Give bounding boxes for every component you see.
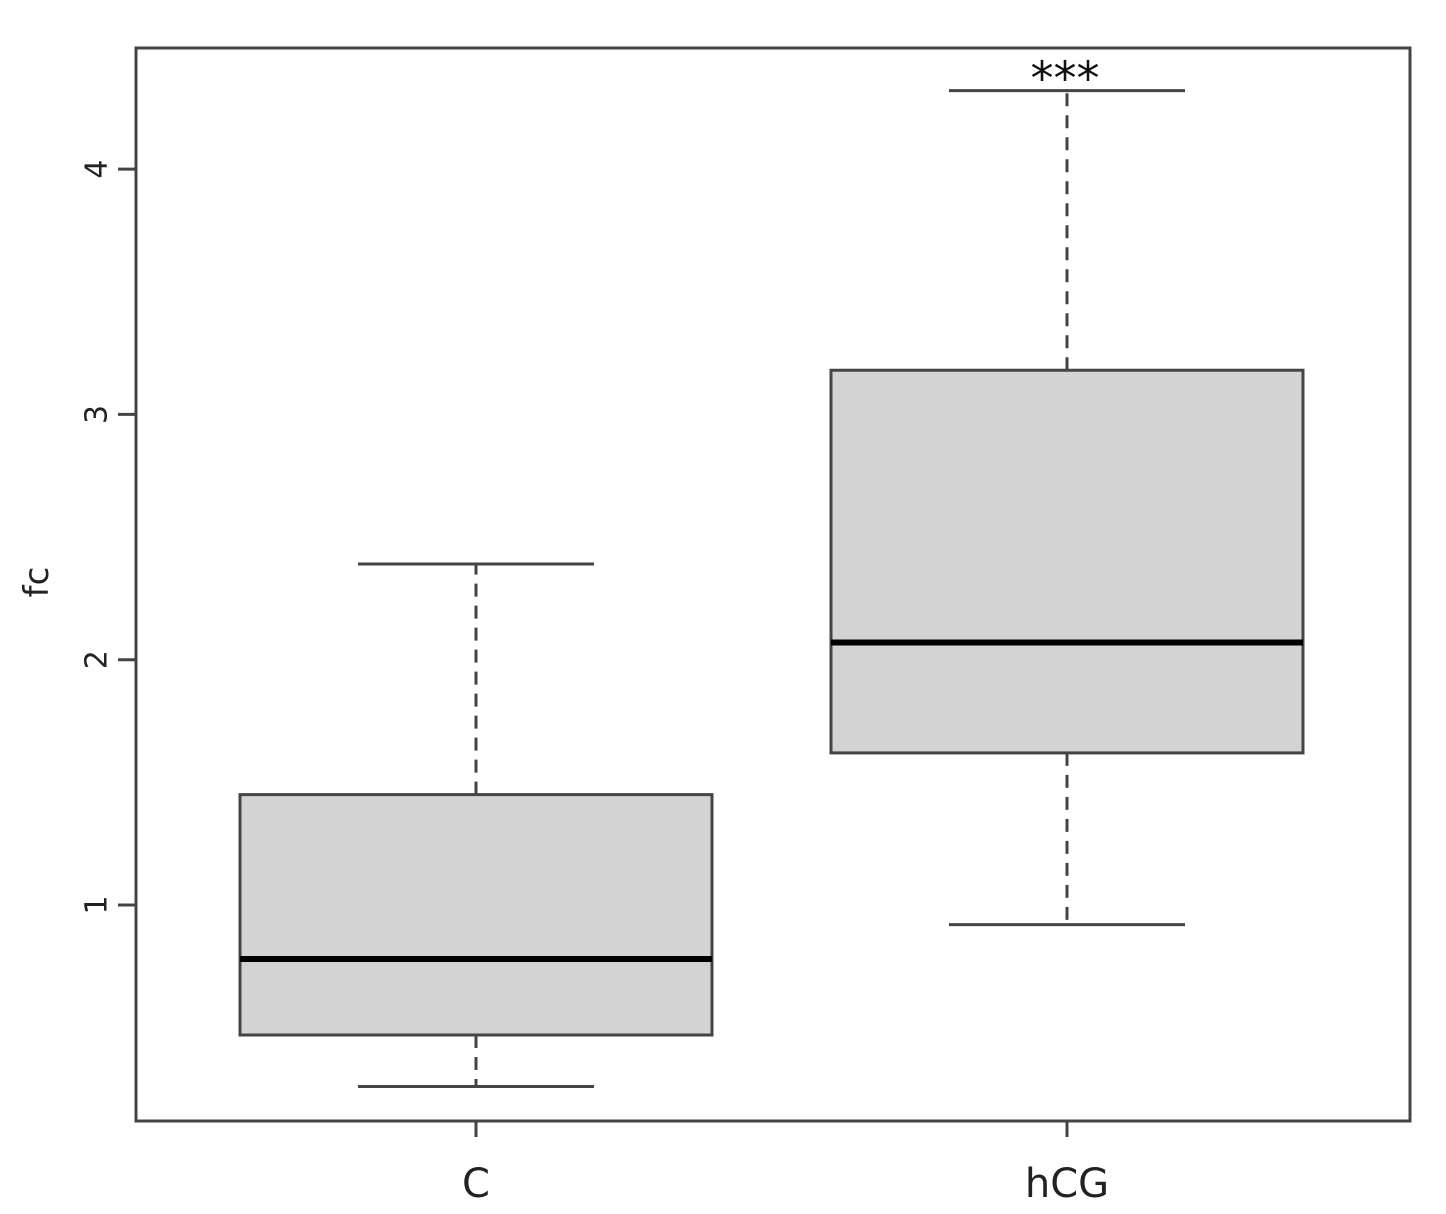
iqr-box: [238, 793, 714, 1037]
iqr-box: [829, 368, 1305, 755]
y-axis: 1 2 3 4: [80, 160, 136, 915]
x-tick-label: hCG: [1025, 1161, 1109, 1207]
y-tick-label: 4: [80, 160, 115, 179]
box-group-hcg: ***: [829, 52, 1305, 927]
significance-label: ***: [1031, 52, 1100, 106]
boxes-layer: ***: [238, 52, 1305, 1089]
x-tick-label: C: [462, 1161, 490, 1207]
y-tick-label: 3: [80, 405, 115, 424]
box-group-c: [238, 562, 714, 1089]
y-axis-label: fc: [17, 567, 57, 598]
y-tick-label: 2: [80, 650, 115, 669]
plot-frame: [134, 46, 1412, 1123]
y-tick-label: 1: [80, 895, 115, 914]
